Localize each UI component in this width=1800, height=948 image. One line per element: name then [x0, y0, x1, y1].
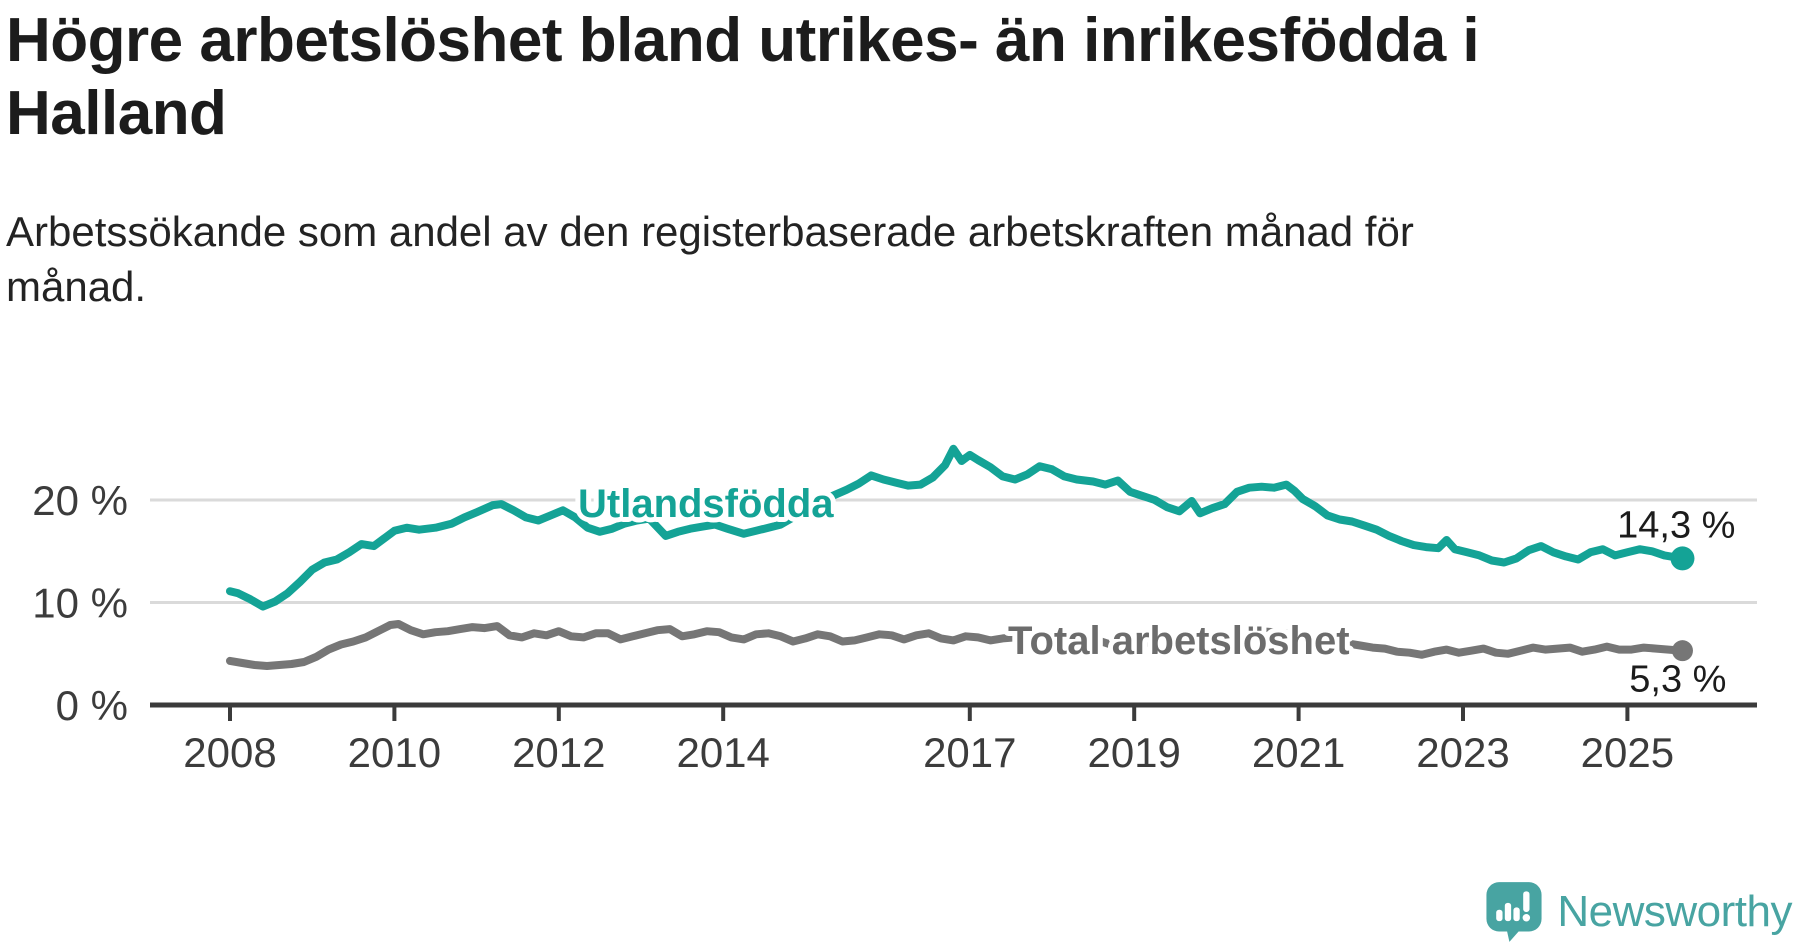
logo-bar-3 [1513, 907, 1521, 922]
end-dot-total-arbetsl-shet [1671, 640, 1693, 662]
page-title: Högre arbetslöshet bland utrikes- än inr… [6, 6, 1480, 149]
series-line-utlandsf-dda [226, 444, 1687, 611]
x-tick-label: 2023 [1416, 729, 1509, 776]
y-tick-label: 10 % [32, 580, 128, 627]
x-tick-label: 2012 [512, 729, 605, 776]
end-value-label-total-arbetsl-shet: 5,3 % [1629, 659, 1726, 701]
x-tick-label: 2010 [348, 729, 441, 776]
newsworthy-logo-text: Newsworthy [1557, 887, 1792, 936]
x-tick-label: 2008 [183, 729, 276, 776]
end-dot-utlandsf-dda [1670, 546, 1695, 571]
chart-subtitle: Arbetssökande som andel av den registerb… [6, 208, 1414, 311]
series-label-utlandsf-dda: Utlandsfödda [578, 482, 834, 526]
newsworthy-logo-icon [1486, 882, 1542, 942]
y-tick-label: 0 % [56, 682, 128, 729]
logo-bar-2 [1505, 902, 1512, 922]
series-line-total-arbetsl-shet [226, 620, 1687, 670]
newsworthy-logo: Newsworthy [1485, 880, 1792, 944]
series-label-total-arbetsl-shet: Total arbetslöshet [1008, 619, 1350, 663]
x-tick-label: 2014 [676, 729, 769, 776]
y-tick-label: 20 % [32, 477, 128, 524]
x-tick-label: 2021 [1252, 729, 1345, 776]
logo-bar-1 [1496, 909, 1503, 922]
logo-exclamation-bar [1523, 891, 1530, 912]
x-tick-label: 2019 [1087, 729, 1180, 776]
end-value-label-utlandsf-dda: 14,3 % [1617, 504, 1735, 546]
x-tick-label: 2025 [1581, 729, 1674, 776]
x-tick-label: 2017 [923, 729, 1016, 776]
logo-exclamation-dot [1522, 914, 1531, 922]
